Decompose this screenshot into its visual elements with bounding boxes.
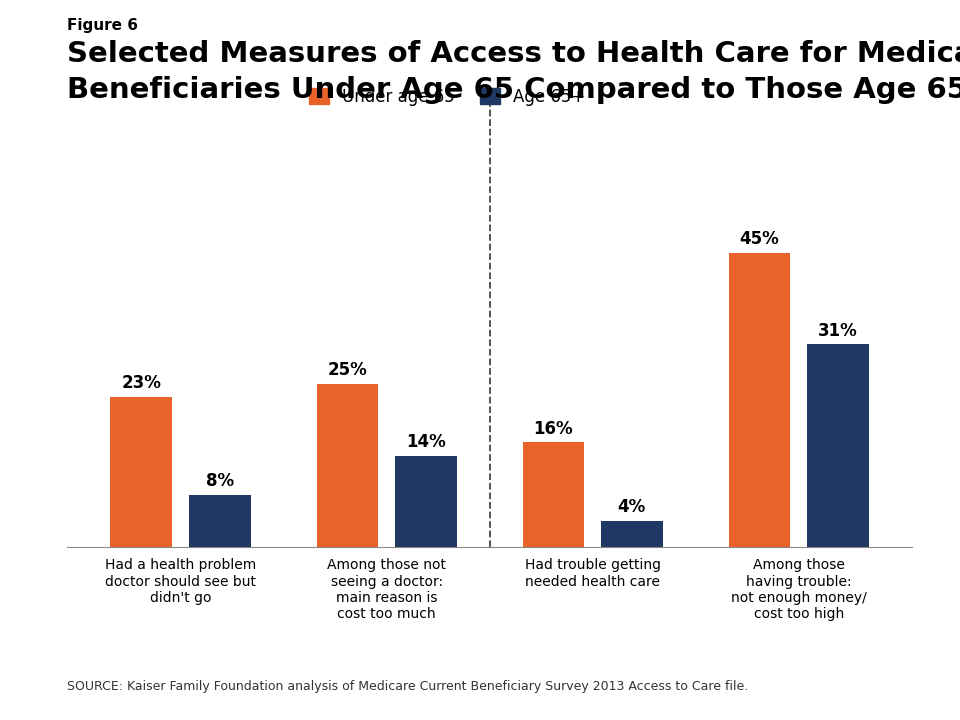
- Text: 16%: 16%: [534, 420, 573, 438]
- Bar: [522, 443, 585, 547]
- Bar: [601, 521, 662, 547]
- Text: 14%: 14%: [406, 433, 445, 451]
- Bar: [317, 384, 378, 547]
- Bar: [395, 456, 457, 547]
- Text: 8%: 8%: [205, 472, 233, 490]
- Text: SOURCE: Kaiser Family Foundation analysis of Medicare Current Beneficiary Survey: SOURCE: Kaiser Family Foundation analysi…: [67, 680, 749, 693]
- Text: 31%: 31%: [818, 322, 857, 340]
- Bar: [189, 495, 251, 547]
- Text: KAISER: KAISER: [823, 655, 891, 673]
- Text: 4%: 4%: [617, 498, 646, 516]
- Text: 23%: 23%: [122, 374, 161, 392]
- Text: Selected Measures of Access to Health Care for Medicare: Selected Measures of Access to Health Ca…: [67, 40, 960, 68]
- Bar: [807, 344, 869, 547]
- Text: FOUNDATION: FOUNDATION: [831, 694, 882, 703]
- Bar: [110, 397, 172, 547]
- Text: THE HENRY J.: THE HENRY J.: [834, 640, 879, 646]
- Text: 25%: 25%: [327, 361, 368, 379]
- Text: Beneficiaries Under Age 65 Compared to Those Age 65 or Older: Beneficiaries Under Age 65 Compared to T…: [67, 76, 960, 104]
- Text: FAMILY: FAMILY: [825, 672, 889, 690]
- Text: 45%: 45%: [739, 230, 780, 248]
- Text: Figure 6: Figure 6: [67, 18, 138, 33]
- Bar: [729, 253, 790, 547]
- Legend: Under age 65, Age 65+: Under age 65, Age 65+: [309, 88, 586, 106]
